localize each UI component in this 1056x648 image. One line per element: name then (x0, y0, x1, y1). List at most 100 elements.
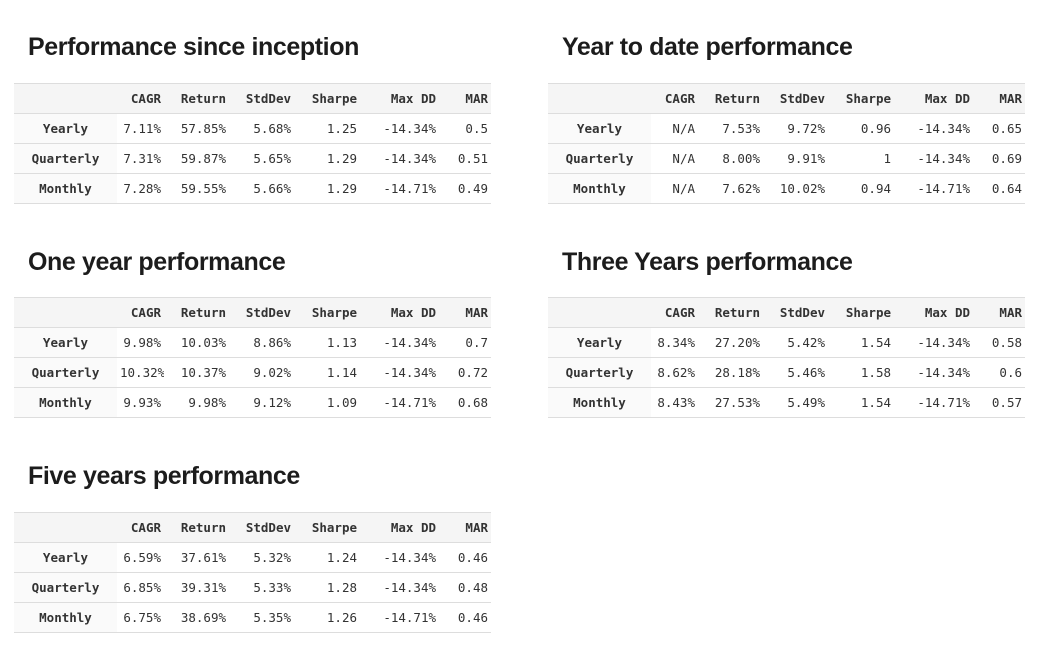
cell-return: 37.61% (164, 542, 229, 572)
cell-return: 59.87% (164, 143, 229, 173)
cell-sharpe: 1.25 (294, 113, 360, 143)
performance-table: CAGR Return StdDev Sharpe Max DD MAR Yea… (14, 297, 491, 418)
cell-mar: 0.6 (973, 357, 1025, 388)
section-title: One year performance (28, 247, 286, 276)
cell-stddev: 9.72% (763, 113, 828, 143)
row-label: Yearly (14, 542, 117, 572)
table-row-quarterly: Quarterly 10.32% 10.37% 9.02% 1.14 -14.3… (14, 357, 491, 388)
cell-maxdd: -14.34% (894, 357, 973, 388)
cell-maxdd: -14.34% (894, 113, 973, 143)
cell-sharpe: 1.13 (294, 327, 360, 358)
table-row-monthly: Monthly N/A 7.62% 10.02% 0.94 -14.71% 0.… (548, 173, 1025, 203)
table-row-quarterly: Quarterly 8.62% 28.18% 5.46% 1.58 -14.34… (548, 357, 1025, 388)
cell-return: 7.62% (698, 173, 763, 203)
cell-return: 38.69% (164, 602, 229, 632)
column-header-cagr: CAGR (130, 90, 161, 106)
corner-cell (548, 83, 651, 113)
section-one-year-performance: One year performance CAGR Return StdDev … (14, 247, 491, 419)
column-header-sharpe: Sharpe (311, 90, 357, 106)
performance-table: CAGR Return StdDev Sharpe Max DD MAR Yea… (14, 512, 491, 633)
column-header-return: Return (714, 90, 760, 106)
column-header-maxdd: Max DD (390, 90, 436, 106)
row-label: Monthly (548, 387, 651, 418)
table-header-row: CAGR Return StdDev Sharpe Max DD MAR (548, 297, 1025, 328)
column-header-mar: MAR (465, 90, 488, 106)
column-header-return: Return (714, 305, 760, 320)
cell-cagr: N/A (651, 113, 698, 143)
cell-sharpe: 1.24 (294, 542, 360, 572)
column-header-stddev: StdDev (779, 305, 825, 320)
cell-sharpe: 1.29 (294, 143, 360, 173)
cell-maxdd: -14.34% (360, 113, 439, 143)
cell-cagr: 6.75% (117, 602, 164, 632)
column-header-cagr: CAGR (664, 305, 695, 320)
column-header-mar: MAR (465, 305, 488, 320)
table-row-monthly: Monthly 7.28% 59.55% 5.66% 1.29 -14.71% … (14, 173, 491, 203)
cell-stddev: 5.66% (229, 173, 294, 203)
column-header-maxdd: Max DD (390, 305, 436, 320)
cell-sharpe: 1.26 (294, 602, 360, 632)
cell-return: 7.53% (698, 113, 763, 143)
table-row-monthly: Monthly 6.75% 38.69% 5.35% 1.26 -14.71% … (14, 602, 491, 632)
row-label: Monthly (548, 173, 651, 203)
row-label: Yearly (548, 327, 651, 358)
cell-return: 59.55% (164, 173, 229, 203)
cell-mar: 0.46 (439, 542, 491, 572)
column-header-return: Return (180, 305, 226, 320)
cell-maxdd: -14.71% (360, 387, 439, 418)
cell-maxdd: -14.71% (894, 387, 973, 418)
cell-return: 10.37% (164, 357, 229, 388)
column-header-stddev: StdDev (245, 519, 291, 535)
cell-return: 39.31% (164, 572, 229, 602)
table-header-row: CAGR Return StdDev Sharpe Max DD MAR (14, 512, 491, 542)
cell-mar: 0.69 (973, 143, 1025, 173)
table-header-row: CAGR Return StdDev Sharpe Max DD MAR (14, 297, 491, 328)
cell-maxdd: -14.34% (894, 327, 973, 358)
cell-maxdd: -14.34% (360, 143, 439, 173)
cell-sharpe: 1.14 (294, 357, 360, 388)
column-header-stddev: StdDev (245, 90, 291, 106)
corner-cell (14, 512, 117, 542)
cell-maxdd: -14.71% (360, 602, 439, 632)
cell-mar: 0.72 (439, 357, 491, 388)
cell-cagr: 7.11% (117, 113, 164, 143)
row-label: Quarterly (14, 357, 117, 388)
table-row-monthly: Monthly 8.43% 27.53% 5.49% 1.54 -14.71% … (548, 387, 1025, 418)
row-label: Yearly (14, 327, 117, 358)
cell-maxdd: -14.34% (360, 327, 439, 358)
table-row-yearly: Yearly 8.34% 27.20% 5.42% 1.54 -14.34% 0… (548, 327, 1025, 358)
row-label: Monthly (14, 602, 117, 632)
cell-cagr: 8.34% (651, 327, 698, 358)
cell-stddev: 10.02% (763, 173, 828, 203)
section-title: Year to date performance (562, 33, 853, 61)
cell-sharpe: 1.28 (294, 572, 360, 602)
cell-stddev: 5.68% (229, 113, 294, 143)
cell-stddev: 8.86% (229, 327, 294, 358)
column-header-mar: MAR (999, 90, 1022, 106)
cell-stddev: 5.32% (229, 542, 294, 572)
cell-cagr: N/A (651, 173, 698, 203)
cell-mar: 0.65 (973, 113, 1025, 143)
cell-sharpe: 1 (828, 143, 894, 173)
row-label: Quarterly (548, 143, 651, 173)
cell-stddev: 9.91% (763, 143, 828, 173)
cell-stddev: 9.12% (229, 387, 294, 418)
column-header-cagr: CAGR (130, 305, 161, 320)
cell-maxdd: -14.34% (360, 572, 439, 602)
cell-stddev: 5.46% (763, 357, 828, 388)
row-label: Monthly (14, 173, 117, 203)
column-header-sharpe: Sharpe (845, 305, 891, 320)
cell-maxdd: -14.34% (360, 542, 439, 572)
column-header-cagr: CAGR (130, 519, 161, 535)
performance-report: Performance since inception CAGR Return … (14, 33, 1025, 633)
cell-maxdd: -14.71% (894, 173, 973, 203)
cell-stddev: 5.35% (229, 602, 294, 632)
cell-return: 10.03% (164, 327, 229, 358)
cell-mar: 0.58 (973, 327, 1025, 358)
cell-cagr: 6.59% (117, 542, 164, 572)
cell-cagr: 7.28% (117, 173, 164, 203)
cell-stddev: 5.42% (763, 327, 828, 358)
cell-mar: 0.49 (439, 173, 491, 203)
table-header-row: CAGR Return StdDev Sharpe Max DD MAR (548, 83, 1025, 113)
cell-sharpe: 1.54 (828, 387, 894, 418)
